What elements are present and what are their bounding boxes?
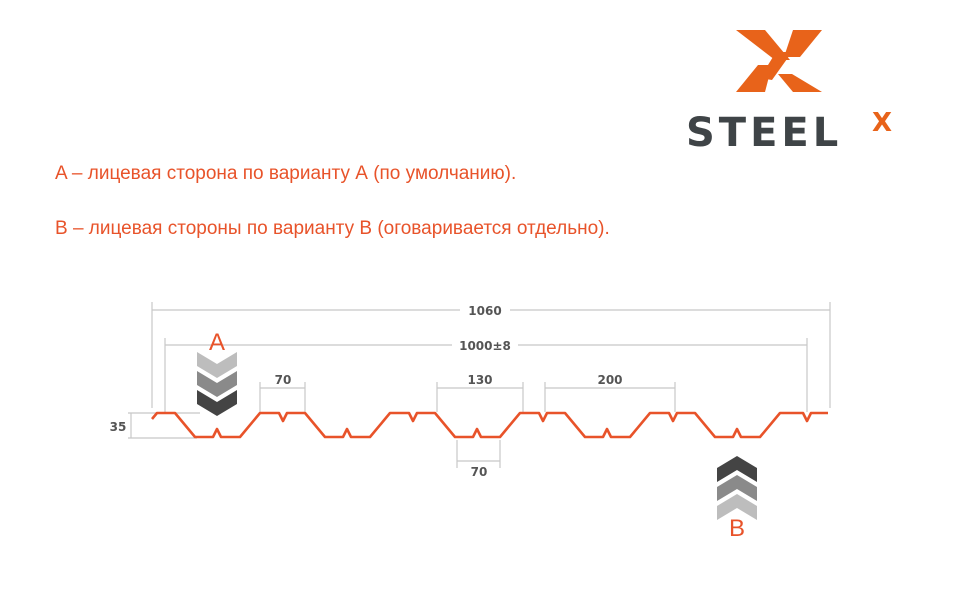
dim-top-gap: 130 xyxy=(467,373,492,387)
dim-working-width: 1000±8 xyxy=(459,339,511,353)
side-b-arrows-icon xyxy=(717,456,757,520)
note-side-b: B – лицевая стороны по варианту B (огова… xyxy=(55,218,610,239)
dim-bottom-shelf: 70 xyxy=(471,465,488,479)
logo-text: STEEL xyxy=(686,110,842,156)
dim-height: 35 xyxy=(110,420,127,434)
dim-top-shelf: 70 xyxy=(275,373,292,387)
side-a-label: A xyxy=(209,329,225,356)
profile-line xyxy=(151,411,828,439)
dim-total-width: 1060 xyxy=(468,304,501,318)
side-a-arrows-icon xyxy=(197,352,237,416)
logo-superscript: X xyxy=(872,108,892,138)
note-side-a: A – лицевая сторона по варианту А (по ум… xyxy=(55,163,517,184)
dimension-lines xyxy=(128,302,831,468)
side-b-label: B xyxy=(729,515,745,542)
dim-pitch: 200 xyxy=(597,373,622,387)
steelx-logo: STEEL X xyxy=(686,30,892,156)
